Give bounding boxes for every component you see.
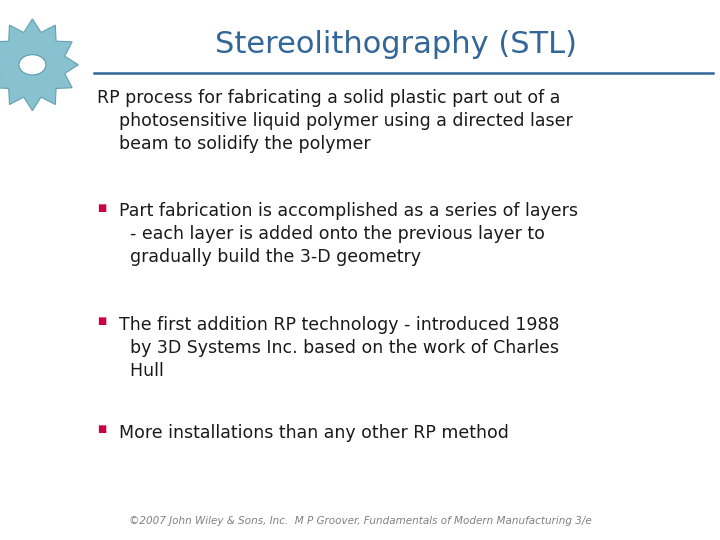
Text: ©2007 John Wiley & Sons, Inc.  M P Groover, Fundamentals of Modern Manufacturing: ©2007 John Wiley & Sons, Inc. M P Groove… — [129, 516, 591, 526]
Polygon shape — [0, 19, 78, 111]
Text: Stereolithography (STL): Stereolithography (STL) — [215, 30, 577, 59]
Circle shape — [19, 55, 46, 75]
Text: The first addition RP technology - introduced 1988
  by 3D Systems Inc. based on: The first addition RP technology - intro… — [119, 316, 559, 380]
Text: ■: ■ — [97, 424, 107, 434]
Text: ■: ■ — [97, 316, 107, 326]
Text: Part fabrication is accomplished as a series of layers
  - each layer is added o: Part fabrication is accomplished as a se… — [119, 202, 577, 266]
Text: RP process for fabricating a solid plastic part out of a
    photosensitive liqu: RP process for fabricating a solid plast… — [97, 89, 573, 153]
Text: ■: ■ — [97, 202, 107, 213]
Text: More installations than any other RP method: More installations than any other RP met… — [119, 424, 508, 442]
